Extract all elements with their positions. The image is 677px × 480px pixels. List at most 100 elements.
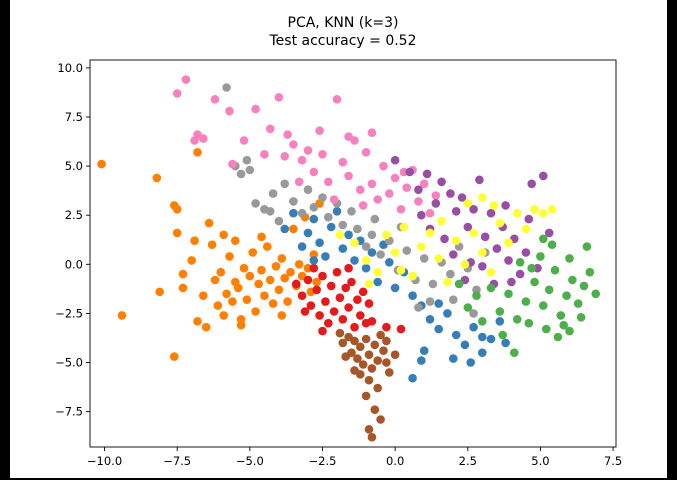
scatter-point	[478, 262, 487, 271]
scatter-point	[350, 256, 359, 265]
scatter-point	[422, 169, 432, 179]
scatter-point	[559, 320, 568, 330]
scatter-point	[489, 201, 499, 210]
plot-frame	[89, 59, 617, 448]
scatter-point	[321, 297, 330, 306]
scatter-point	[294, 177, 304, 187]
scatter-point	[399, 222, 409, 232]
scatter-point	[318, 193, 327, 202]
scatter-point	[390, 155, 400, 165]
scatter-point	[472, 285, 481, 295]
y-tick-label: −7.5	[55, 405, 83, 419]
scatter-point	[501, 201, 510, 210]
scatter-point	[367, 364, 377, 373]
scatter-point	[385, 368, 394, 377]
scatter-point	[300, 307, 310, 316]
scatter-point	[172, 89, 182, 98]
scatter-point	[353, 224, 362, 234]
y-tick-label: 5.0	[65, 159, 83, 173]
scatter-point	[361, 256, 371, 265]
scatter-point	[277, 254, 287, 263]
scatter-point	[390, 173, 400, 183]
scatter-point	[501, 338, 510, 348]
scatter-point	[382, 336, 391, 346]
scatter-point	[463, 303, 473, 312]
scatter-point	[329, 307, 339, 316]
scatter-point	[530, 205, 539, 214]
scatter-point	[341, 352, 351, 361]
scatter-point	[236, 320, 246, 330]
scatter-point	[419, 346, 429, 356]
scatter-point	[347, 207, 356, 216]
scatter-point	[373, 195, 383, 204]
scatter-point	[370, 340, 380, 350]
scatter-point	[178, 283, 188, 293]
scatter-point	[425, 208, 435, 218]
scatter-point	[324, 318, 333, 328]
scatter-point	[193, 317, 202, 326]
y-tick-label: 7.5	[65, 110, 83, 124]
scatter-point	[443, 277, 452, 287]
scatter-point	[547, 240, 557, 249]
scatter-point	[297, 155, 307, 165]
scatter-point	[190, 236, 199, 245]
scatter-point	[364, 375, 374, 385]
scatter-point	[280, 273, 290, 283]
scatter-point	[361, 148, 371, 157]
points-layer	[97, 75, 600, 442]
scatter-point	[312, 285, 322, 295]
scatter-point	[236, 315, 246, 324]
scatter-point	[492, 244, 502, 253]
scatter-point	[297, 242, 307, 251]
scatter-point	[364, 299, 374, 308]
scatter-point	[297, 291, 307, 301]
scatter-point	[469, 309, 478, 318]
scatter-point	[315, 311, 324, 320]
y-tick-label: 10.0	[57, 61, 83, 75]
scatter-point	[568, 275, 577, 285]
scatter-point	[504, 289, 513, 299]
scatter-point	[373, 356, 383, 365]
figure-canvas: PCA, KNN (k=3) Test accuracy = 0.52 −10.…	[10, 0, 667, 478]
scatter-point	[367, 248, 377, 257]
scatter-point	[419, 254, 429, 263]
scatter-point	[454, 279, 464, 289]
scatter-point	[428, 279, 438, 289]
scatter-point	[486, 208, 496, 218]
scatter-point	[280, 224, 290, 234]
scatter-point	[303, 185, 313, 194]
scatter-point	[425, 297, 435, 306]
scatter-point	[573, 299, 583, 308]
scatter-point	[239, 136, 249, 145]
scatter-point	[382, 358, 391, 367]
scatter-point	[446, 269, 455, 279]
scatter-point	[257, 265, 266, 275]
scatter-point	[201, 322, 211, 332]
scatter-point	[289, 224, 298, 234]
scatter-point	[591, 289, 600, 299]
scatter-point	[562, 291, 571, 301]
scatter-point	[190, 136, 199, 145]
scatter-point	[565, 254, 574, 263]
scatter-point	[512, 315, 522, 324]
scatter-point	[367, 317, 377, 326]
scatter-point	[289, 140, 298, 149]
scatter-point	[370, 214, 380, 224]
x-tick-label: 7.5	[604, 454, 622, 468]
scatter-point	[565, 326, 574, 336]
scatter-point	[358, 201, 368, 210]
y-tick-label: 2.5	[65, 208, 83, 222]
scatter-point	[527, 263, 536, 273]
scatter-point	[390, 350, 400, 360]
scatter-point	[408, 373, 417, 383]
scatter-point	[251, 104, 260, 114]
chart-title: PCA, KNN (k=3)	[288, 15, 399, 31]
scatter-point	[263, 242, 272, 251]
scatter-point	[251, 199, 260, 208]
scatter-point	[367, 230, 377, 240]
scatter-point	[402, 246, 412, 255]
scatter-point	[225, 106, 234, 116]
scatter-point	[236, 169, 246, 179]
scatter-point	[376, 250, 385, 259]
scatter-point	[280, 179, 290, 189]
